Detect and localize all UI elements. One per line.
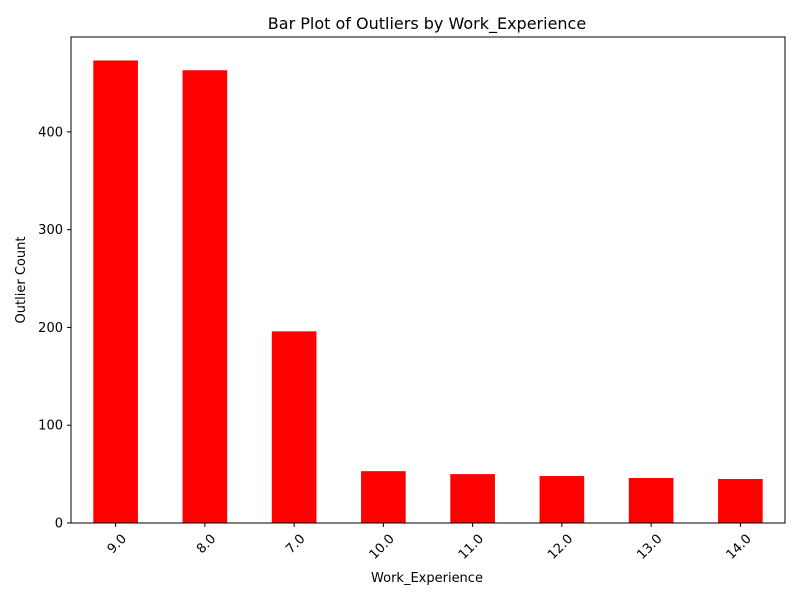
y-tick-label: 0 xyxy=(55,517,63,532)
x-axis-label: Work_Experience xyxy=(371,571,483,586)
x-tick-label: 14.0 xyxy=(724,532,755,563)
x-tick-label: 12.0 xyxy=(545,532,576,563)
bar-11.0 xyxy=(450,474,495,523)
y-axis-label: Outlier Count xyxy=(14,237,29,324)
chart-title: Bar Plot of Outliers by Work_Experience xyxy=(268,14,586,34)
bar-10.0 xyxy=(361,471,406,523)
bar-12.0 xyxy=(539,476,585,523)
y-tick-label: 100 xyxy=(38,419,63,434)
bar-9.0 xyxy=(93,60,138,523)
plot-frame xyxy=(70,36,786,524)
bar-14.0 xyxy=(718,479,763,523)
y-tick-label: 300 xyxy=(38,223,63,238)
x-tick-label: 9.0 xyxy=(105,532,130,557)
plot-area xyxy=(93,60,763,523)
x-tick-label: 7.0 xyxy=(283,532,308,557)
y-tick-label: 400 xyxy=(38,125,63,140)
x-tick-label: 10.0 xyxy=(367,532,398,563)
bar-13.0 xyxy=(628,478,674,523)
x-tick-label: 8.0 xyxy=(194,532,219,557)
bar-7.0 xyxy=(271,331,317,523)
y-axis: 0 100 200 300 400 xyxy=(38,125,71,532)
y-tick-label: 200 xyxy=(38,321,63,336)
x-tick-label: 11.0 xyxy=(456,532,487,563)
x-tick-label: 13.0 xyxy=(634,532,665,563)
x-axis: 9.0 8.0 7.0 10.0 11.0 12.0 13.0 14.0 xyxy=(105,523,755,563)
bar-8.0 xyxy=(182,70,228,523)
